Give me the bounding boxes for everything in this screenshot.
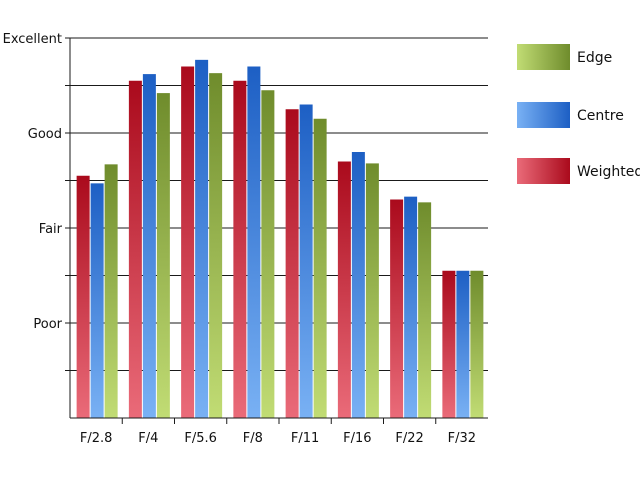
bar-weighted-f16 bbox=[337, 161, 351, 418]
bar-weighted-f11 bbox=[285, 109, 299, 418]
x-tick-label: F/2.8 bbox=[80, 431, 113, 446]
legend-swatch-edge bbox=[517, 44, 570, 70]
bar-edge-f8 bbox=[261, 90, 275, 418]
x-tick-label: F/8 bbox=[243, 431, 263, 446]
bar-centre-f4 bbox=[142, 74, 156, 418]
x-tick-label: F/11 bbox=[291, 431, 319, 446]
bar-edge-f16 bbox=[365, 163, 379, 418]
legend-swatch-centre bbox=[517, 102, 570, 128]
bar-centre-f32 bbox=[456, 270, 470, 418]
bar-edge-f56 bbox=[209, 73, 223, 419]
bar-group bbox=[76, 59, 484, 419]
bar-edge-f4 bbox=[156, 93, 170, 418]
legend-label-weighted: Weighted bbox=[577, 164, 640, 180]
y-tick-label-good: Good bbox=[28, 127, 62, 142]
x-tick-label: F/4 bbox=[138, 431, 158, 446]
x-tick-label: F/32 bbox=[448, 431, 476, 446]
y-tick-label-excellent: Excellent bbox=[3, 32, 62, 47]
legend-swatch-weighted bbox=[517, 158, 570, 184]
bar-centre-f28 bbox=[90, 183, 104, 418]
y-tick-label-poor: Poor bbox=[33, 317, 62, 332]
legend-label-centre: Centre bbox=[577, 108, 624, 124]
bar-edge-f28 bbox=[104, 164, 118, 418]
x-tick-label: F/16 bbox=[343, 431, 371, 446]
axes bbox=[65, 37, 488, 424]
bar-weighted-f56 bbox=[181, 66, 195, 418]
bar-weighted-f32 bbox=[442, 270, 456, 418]
legend-label-edge: Edge bbox=[577, 50, 612, 66]
bar-edge-f32 bbox=[470, 270, 484, 418]
legend: Edge Centre Weighted bbox=[517, 44, 640, 184]
bar-weighted-f28 bbox=[76, 175, 90, 418]
y-tick-labels: Poor Fair Good Excellent bbox=[3, 32, 63, 332]
x-tick-label: F/22 bbox=[395, 431, 423, 446]
bar-weighted-f22 bbox=[390, 199, 404, 418]
y-tick-label-fair: Fair bbox=[39, 222, 63, 237]
bar-centre-f16 bbox=[351, 152, 365, 418]
bar-edge-f22 bbox=[418, 202, 432, 418]
bar-centre-f56 bbox=[195, 59, 209, 418]
bar-centre-f22 bbox=[404, 196, 418, 418]
bar-weighted-f4 bbox=[128, 80, 142, 418]
bar-centre-f8 bbox=[247, 66, 261, 418]
bar-edge-f11 bbox=[313, 118, 327, 418]
x-tick-labels: F/2.8 F/4 F/5.6 F/8 F/11 F/16 F/22 F/32 bbox=[80, 431, 476, 446]
bar-weighted-f8 bbox=[233, 80, 247, 418]
bar-centre-f11 bbox=[299, 104, 313, 418]
x-tick-label: F/5.6 bbox=[184, 431, 217, 446]
